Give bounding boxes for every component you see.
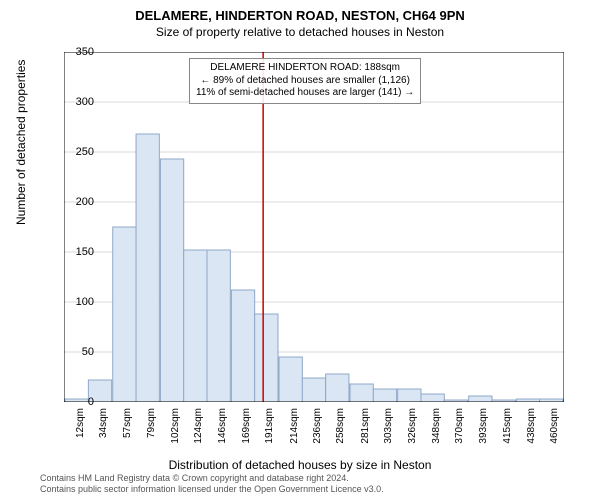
ytick-label: 50 [54, 346, 94, 358]
xtick-label: 460sqm [549, 408, 560, 448]
xtick-label: 12sqm [75, 408, 86, 448]
histogram-svg [64, 52, 564, 402]
annotation-line2: ← 89% of detached houses are smaller (1,… [196, 75, 414, 88]
xtick-label: 124sqm [193, 408, 204, 448]
annotation-line3: 11% of semi-detached houses are larger (… [196, 87, 414, 100]
x-axis-label: Distribution of detached houses by size … [0, 458, 600, 472]
xtick-label: 281sqm [360, 408, 371, 448]
title-main: DELAMERE, HINDERTON ROAD, NESTON, CH64 9… [0, 0, 600, 23]
xtick-label: 214sqm [289, 408, 300, 448]
xtick-label: 415sqm [502, 408, 513, 448]
annotation-box: DELAMERE HINDERTON ROAD: 188sqm ← 89% of… [189, 58, 421, 104]
xtick-label: 191sqm [264, 408, 275, 448]
ytick-label: 200 [54, 196, 94, 208]
xtick-label: 438sqm [526, 408, 537, 448]
ytick-label: 0 [54, 396, 94, 408]
annotation-line1: DELAMERE HINDERTON ROAD: 188sqm [196, 62, 414, 75]
footer-attribution: Contains HM Land Registry data © Crown c… [40, 473, 384, 495]
xtick-label: 370sqm [454, 408, 465, 448]
xtick-label: 303sqm [383, 408, 394, 448]
title-sub: Size of property relative to detached ho… [0, 23, 600, 39]
ytick-label: 100 [54, 296, 94, 308]
xtick-label: 236sqm [312, 408, 323, 448]
xtick-label: 348sqm [431, 408, 442, 448]
xtick-label: 169sqm [241, 408, 252, 448]
ytick-label: 150 [54, 246, 94, 258]
ytick-label: 250 [54, 146, 94, 158]
xtick-label: 393sqm [478, 408, 489, 448]
chart-container: DELAMERE, HINDERTON ROAD, NESTON, CH64 9… [0, 0, 600, 500]
xtick-label: 258sqm [335, 408, 346, 448]
ytick-label: 300 [54, 96, 94, 108]
ytick-label: 350 [54, 46, 94, 58]
xtick-label: 326sqm [407, 408, 418, 448]
chart-area: DELAMERE HINDERTON ROAD: 188sqm ← 89% of… [64, 52, 564, 402]
xtick-label: 79sqm [146, 408, 157, 448]
footer-line2: Contains public sector information licen… [40, 484, 384, 495]
y-axis-label: Number of detached properties [14, 60, 28, 225]
xtick-label: 57sqm [122, 408, 133, 448]
xtick-label: 146sqm [217, 408, 228, 448]
xtick-label: 34sqm [98, 408, 109, 448]
footer-line1: Contains HM Land Registry data © Crown c… [40, 473, 384, 484]
xtick-label: 102sqm [170, 408, 181, 448]
